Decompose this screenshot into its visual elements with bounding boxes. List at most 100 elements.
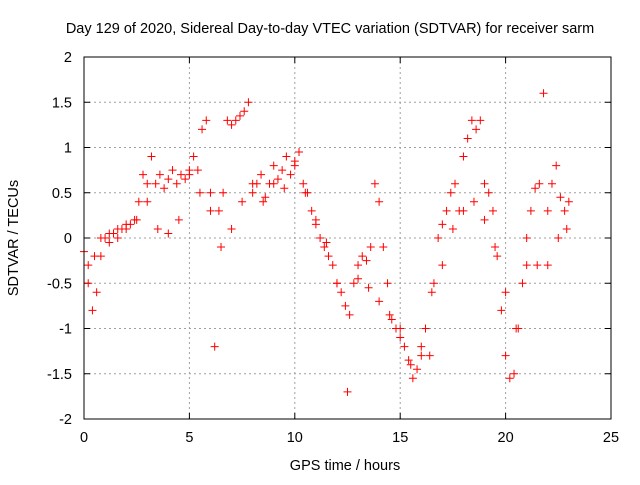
data-point: [491, 243, 499, 251]
data-point: [354, 275, 362, 283]
data-point: [449, 225, 457, 233]
data-point: [217, 243, 225, 251]
data-point: [114, 225, 122, 233]
data-point: [426, 352, 434, 360]
y-tick-label: 2: [64, 50, 72, 66]
data-point: [438, 261, 446, 269]
x-axis-label: GPS time / hours: [290, 458, 400, 474]
data-point: [232, 116, 240, 124]
data-point: [407, 361, 415, 369]
data-point: [459, 153, 467, 161]
data-point: [196, 189, 204, 197]
data-point: [152, 180, 160, 188]
x-tick-label: 10: [287, 430, 303, 446]
y-tick-label: -2: [59, 412, 72, 428]
data-point: [400, 343, 408, 351]
data-point: [384, 279, 392, 287]
data-point: [316, 234, 324, 242]
data-point: [169, 166, 177, 174]
y-axis-label: SDTVAR / TECUs: [6, 180, 22, 296]
data-point: [417, 352, 425, 360]
data-point: [512, 325, 520, 333]
data-point: [481, 216, 489, 224]
data-point: [295, 148, 303, 156]
data-point: [367, 243, 375, 251]
data-point: [206, 207, 214, 215]
data-point: [257, 171, 265, 179]
data-point: [322, 239, 330, 247]
data-point: [350, 279, 358, 287]
data-point: [308, 207, 316, 215]
data-point: [84, 279, 92, 287]
data-point: [177, 171, 185, 179]
y-tick-label: 0: [64, 231, 72, 247]
data-point: [301, 189, 309, 197]
data-point: [510, 370, 518, 378]
data-point: [139, 171, 147, 179]
x-tick-label: 5: [185, 430, 193, 446]
data-point: [379, 243, 387, 251]
x-tick-label: 15: [392, 430, 408, 446]
data-point: [365, 284, 373, 292]
data-point: [470, 198, 478, 206]
data-point: [523, 234, 531, 242]
data-point: [185, 171, 193, 179]
data-point: [215, 207, 223, 215]
data-point: [375, 198, 383, 206]
data-point: [236, 112, 244, 120]
data-points: [80, 89, 573, 396]
x-tick-label: 25: [603, 430, 619, 446]
data-point: [175, 216, 183, 224]
data-point: [259, 198, 267, 206]
data-point: [312, 216, 320, 224]
data-point: [164, 229, 172, 237]
y-tick-label: 1.5: [52, 95, 72, 111]
y-tick-label: 1: [64, 141, 72, 157]
y-tick-label: -1: [59, 322, 72, 338]
data-point: [143, 198, 151, 206]
data-point: [354, 261, 362, 269]
data-point: [93, 288, 101, 296]
chart: Day 129 of 2020, Sidereal Day-to-day VTE…: [0, 0, 640, 480]
data-point: [105, 229, 113, 237]
data-point: [386, 311, 394, 319]
y-tick-label: 0.5: [52, 186, 72, 202]
data-point: [544, 207, 552, 215]
data-point: [396, 334, 404, 342]
axis-ticks: 0 5 10 15 20 25 -2 -1.5 -1 -0.5 0 0.5 1 1.5 2: [47, 50, 619, 446]
data-point: [164, 175, 172, 183]
data-point: [278, 166, 286, 174]
data-point: [489, 207, 497, 215]
data-point: [238, 198, 246, 206]
data-point: [413, 365, 421, 373]
data-point: [497, 306, 505, 314]
data-point: [344, 388, 352, 396]
data-point: [91, 252, 99, 260]
data-point: [160, 184, 168, 192]
data-point: [249, 189, 257, 197]
data-point: [540, 89, 548, 97]
data-point: [561, 207, 569, 215]
data-point: [476, 116, 484, 124]
data-point: [552, 162, 560, 170]
data-point: [518, 279, 526, 287]
data-point: [527, 207, 535, 215]
data-point: [270, 162, 278, 170]
data-point: [97, 234, 105, 242]
data-point: [147, 153, 155, 161]
data-point: [472, 125, 480, 133]
data-point: [443, 207, 451, 215]
data-point: [371, 180, 379, 188]
data-point: [533, 261, 541, 269]
data-point: [143, 180, 151, 188]
data-point: [228, 225, 236, 233]
data-point: [325, 252, 333, 260]
data-point: [105, 239, 113, 247]
data-point: [375, 297, 383, 305]
data-point: [114, 234, 122, 242]
data-point: [396, 325, 404, 333]
data-point: [430, 279, 438, 287]
data-point: [194, 166, 202, 174]
sdtvar-scatter-chart: Day 129 of 2020, Sidereal Day-to-day VTE…: [0, 0, 640, 480]
data-point: [531, 184, 539, 192]
